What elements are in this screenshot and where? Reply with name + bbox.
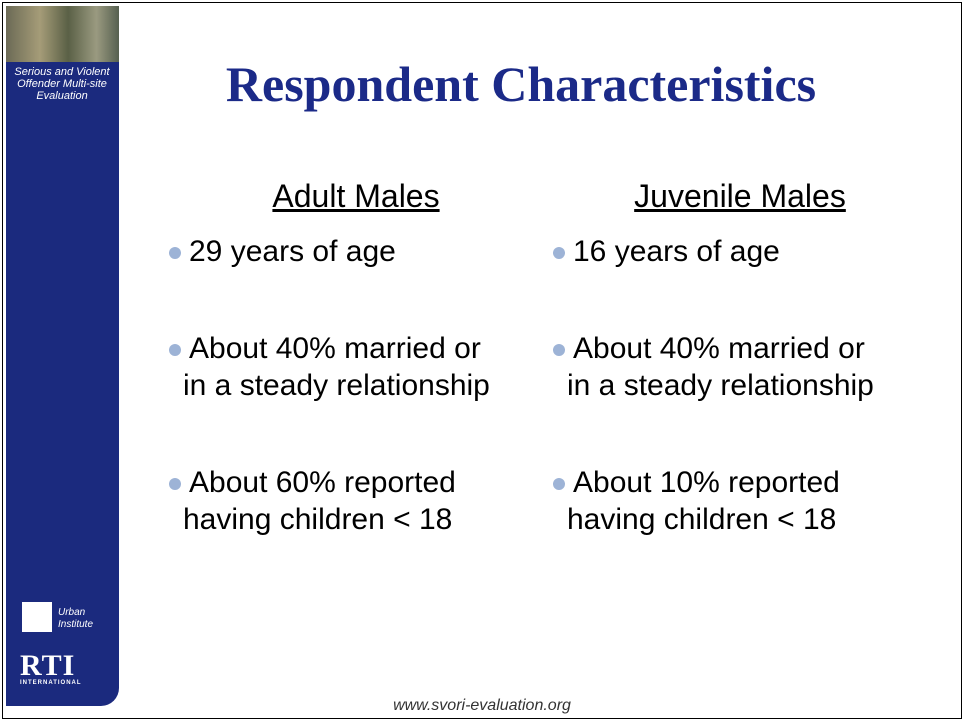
rti-subtitle: INTERNATIONAL [20,680,82,686]
bullet-text: having children < 18 [555,501,840,538]
urban-label: Urban Institute [58,607,108,631]
slide-title: Respondent Characteristics [121,55,921,113]
rti-logo: RTI [20,652,75,680]
bullet-text: in a steady relationship [555,367,874,404]
project-name: Serious and Violent Offender Multi-site … [12,66,112,102]
bullet-item: 16 years of age [555,233,780,270]
column-heading: Juvenile Males [555,178,925,228]
column-heading: Adult Males [171,178,541,228]
page: Serious and Violent Offender Multi-site … [0,0,964,721]
bullet-dot [553,344,565,356]
bullet-dot [169,344,181,356]
bullet-text: 29 years of age [171,233,396,270]
footer-url: www.svori-evaluation.org [0,697,964,715]
bullet-text: in a steady relationship [171,367,490,404]
bullet-text: About 10% reported [555,464,840,501]
bullet-dot [553,478,565,490]
bullet-text: About 40% married or [555,330,874,367]
urban-logo [22,602,52,632]
bullet-dot [553,247,565,259]
bullet-dot [169,247,181,259]
bullet-dot [169,478,181,490]
bullet-text: About 40% married or [171,330,490,367]
bullet-text: having children < 18 [171,501,456,538]
slide: Serious and Violent Offender Multi-site … [2,2,962,719]
bullet-text: About 60% reported [171,464,456,501]
bullet-item: 29 years of age [171,233,396,270]
sidebar: Serious and Violent Offender Multi-site … [6,6,119,706]
bullet-text: 16 years of age [555,233,780,270]
sidebar-photo [6,6,119,62]
